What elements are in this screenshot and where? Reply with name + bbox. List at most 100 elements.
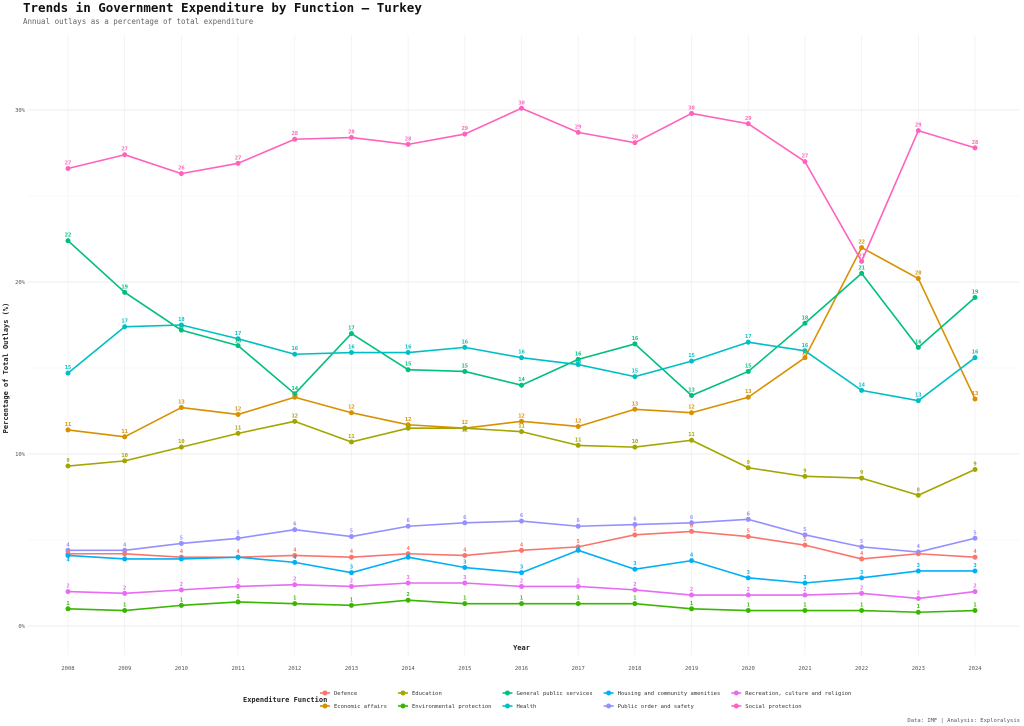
- data-label: 15: [462, 363, 469, 369]
- data-point: [519, 355, 524, 361]
- data-label: 18: [178, 317, 185, 323]
- data-point: [292, 351, 298, 357]
- data-point: [65, 463, 71, 469]
- data-label: 12: [688, 405, 695, 411]
- data-label: 9: [803, 468, 806, 474]
- data-label: 1: [293, 596, 297, 602]
- data-label: 4: [406, 546, 410, 552]
- data-point: [745, 465, 751, 471]
- data-point: [462, 580, 468, 586]
- data-label: 4: [66, 550, 70, 556]
- data-label: 16: [462, 339, 469, 345]
- data-point: [632, 444, 638, 450]
- x-tick-label: 2014: [402, 666, 416, 672]
- data-label: 11: [688, 432, 695, 438]
- data-label: 5: [577, 539, 580, 545]
- data-label: 1: [917, 604, 921, 610]
- x-tick-label: 2020: [742, 666, 755, 672]
- data-point: [859, 556, 865, 562]
- data-label: 28: [291, 131, 298, 137]
- data-label: 27: [802, 154, 809, 160]
- data-label: 2: [293, 577, 296, 583]
- data-label: 4: [180, 557, 184, 563]
- data-label: 14: [518, 377, 525, 383]
- data-label: 13: [972, 391, 979, 397]
- data-point: [178, 171, 184, 177]
- data-point: [235, 336, 241, 342]
- data-point: [519, 382, 524, 388]
- data-point: [235, 535, 241, 541]
- legend-key-point: [733, 703, 739, 709]
- legend-label: General public services: [516, 691, 592, 697]
- data-point: [405, 580, 411, 586]
- data-label: 6: [690, 515, 694, 521]
- data-point: [519, 105, 524, 111]
- data-label: 12: [405, 417, 412, 423]
- x-tick-label: 2022: [855, 666, 868, 672]
- data-point: [348, 135, 354, 141]
- data-point: [348, 602, 354, 608]
- data-label: 3: [463, 575, 466, 581]
- data-label: 16: [291, 346, 298, 352]
- data-point: [972, 568, 978, 574]
- data-point: [405, 523, 411, 529]
- data-point: [235, 599, 241, 605]
- data-point: [689, 410, 695, 416]
- data-label: 6: [520, 513, 524, 519]
- data-point: [802, 348, 808, 354]
- data-point: [178, 322, 184, 328]
- data-point: [802, 608, 808, 614]
- data-point: [178, 444, 184, 450]
- x-tick-label: 2011: [231, 666, 244, 672]
- data-point: [292, 136, 298, 142]
- data-label: 4: [860, 551, 864, 557]
- legend-label: Economic affairs: [334, 704, 387, 710]
- legend-title: Expenditure Function: [243, 696, 327, 704]
- data-label: 11: [575, 437, 582, 443]
- data-point: [972, 535, 978, 541]
- data-point: [178, 556, 184, 562]
- legend-key-point: [504, 690, 510, 696]
- data-label: 1: [860, 603, 864, 609]
- data-point: [519, 547, 524, 553]
- data-point: [65, 589, 71, 595]
- data-point: [859, 258, 865, 264]
- data-label: 15: [688, 353, 695, 359]
- data-label: 16: [348, 345, 355, 351]
- data-point: [348, 583, 354, 589]
- data-label: 21: [858, 265, 865, 271]
- data-point: [405, 367, 411, 373]
- data-point: [462, 131, 468, 137]
- data-point: [292, 418, 298, 424]
- legend-label: Housing and community amenities: [618, 691, 721, 697]
- data-point: [972, 466, 978, 472]
- data-label: 29: [915, 123, 922, 129]
- data-point: [689, 437, 695, 443]
- x-tick-label: 2012: [288, 666, 301, 672]
- data-label: 3: [633, 561, 636, 567]
- data-point: [915, 344, 921, 350]
- data-point: [915, 128, 921, 134]
- data-label: 11: [65, 422, 72, 428]
- data-point: [65, 606, 71, 612]
- data-label: 16: [405, 345, 412, 351]
- data-point: [689, 606, 695, 612]
- x-tick-label: 2016: [515, 666, 528, 672]
- data-point: [859, 475, 865, 481]
- data-label: 13: [632, 401, 639, 407]
- data-point: [575, 544, 581, 550]
- data-point: [915, 398, 921, 404]
- data-point: [802, 542, 808, 548]
- data-label: 13: [688, 388, 695, 394]
- data-point: [745, 592, 751, 598]
- data-label: 3: [860, 570, 863, 576]
- legend-label: Environmental protection: [412, 704, 491, 710]
- data-label: 1: [463, 596, 467, 602]
- data-point: [859, 270, 865, 276]
- data-label: 2: [236, 578, 239, 584]
- data-point: [859, 590, 865, 596]
- data-label: 29: [462, 126, 469, 132]
- data-point: [972, 294, 978, 300]
- data-point: [178, 587, 184, 593]
- data-label: 12: [575, 418, 582, 424]
